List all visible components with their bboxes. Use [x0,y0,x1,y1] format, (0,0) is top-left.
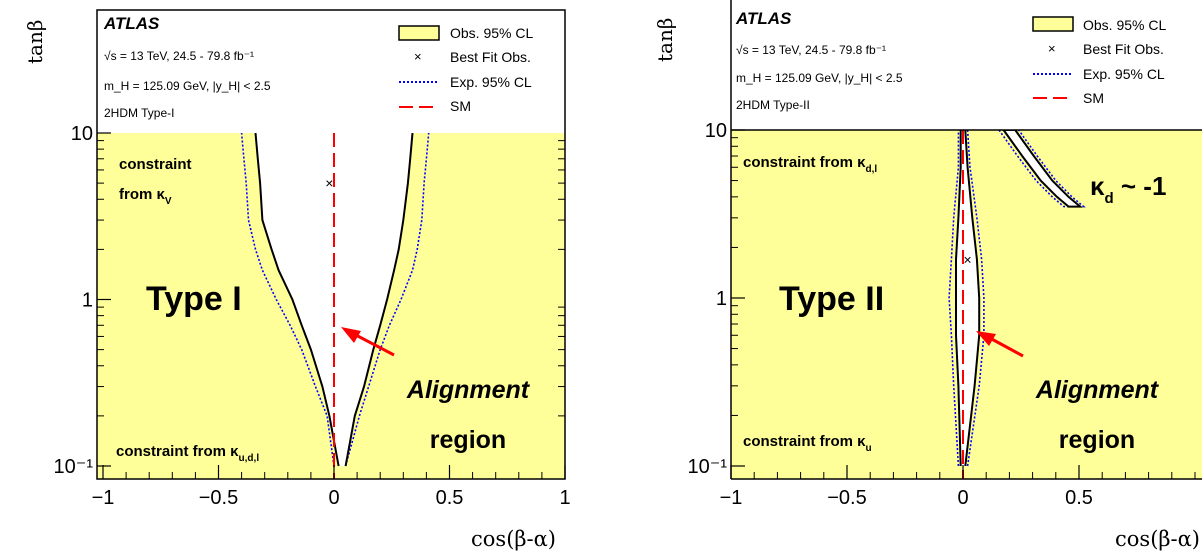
constraint-kv-line1: constraint [119,156,192,173]
x-tick-label: 0.5 [436,487,464,509]
alignment-label: Alignment [1035,376,1160,404]
info-box [731,0,1202,130]
chart-panel-type2: × −1 −0.5 0 0.5 10⁻¹ 1 10 ATLAS √s = 13 TeV, 2… [653,0,1202,551]
legend: Obs. 95% CL × Best Fit Obs. Exp. 95% CL … [398,25,533,114]
legend: Obs. 95% CL × Best Fit Obs. Exp. 95% CL … [1032,16,1166,106]
legend-sm-label: SM [1083,90,1104,106]
x-axis-label: cos(β-α) [1115,527,1200,551]
info-line-3: 2HDM Type-I [104,106,174,120]
constraint-kv-line2: from κV [119,186,172,207]
axis-ticks: −1 −0.5 0 0.5 10⁻¹ 1 10 [688,120,1196,509]
y-tick-label: 10⁻¹ [688,456,728,478]
type-label: Type II [779,280,884,318]
best-fit-point: × [325,175,333,191]
observed-contour-left [955,130,962,467]
wrong-sign-observed-band [1001,129,1083,208]
expected-contour-right [966,129,985,467]
atlas-label: ATLAS [735,9,792,28]
atlas-label: ATLAS [103,14,160,33]
axes-frame [96,9,566,480]
x-tick-label: 1 [559,487,570,509]
y-tick-label: 1 [716,288,727,310]
best-fit-point: × [964,251,972,267]
x-tick-label: 0.5 [1065,487,1093,509]
alignment-arrowhead [976,331,996,346]
wrong-sign-expected-contour [997,129,1086,208]
x-tick-label: −1 [92,487,115,509]
best-fit-marker: × [325,175,333,191]
legend-obs-label: Obs. 95% CL [450,25,533,41]
constraint-ku: constraint from κu [743,433,872,454]
allowed-region [956,130,980,466]
expected-contour-left [948,130,960,467]
info-line-3: 2HDM Type-II [736,98,810,112]
axis-ticks: −1 −0.5 0 0.5 1 10⁻¹ 1 10 [54,123,571,509]
legend-obs-swatch [1032,16,1074,32]
alignment-label: Alignment [406,376,531,404]
legend-exp-label: Exp. 95% CL [1083,66,1165,82]
x-tick-label: 0 [328,487,339,509]
legend-obs-label: Obs. 95% CL [1083,17,1166,33]
y-axis-label: tanβ [23,20,47,64]
legend-bestfit-label: Best Fit Obs. [1083,41,1164,57]
y-tick-label: 10⁻¹ [54,456,94,478]
type-label: Type I [146,280,242,318]
legend-obs-swatch [398,25,440,41]
info-line-1: √s = 13 TeV, 24.5 - 79.8 fb⁻¹ [104,49,254,63]
info-line-2: m_H = 125.09 GeV, |y_H| < 2.5 [104,79,271,93]
x-tick-label: −0.5 [199,487,238,509]
y-tick-label: 10 [71,123,93,145]
alignment-arrow [987,335,1024,358]
observed-contour-right [344,132,414,467]
expected-contour-left [240,132,335,467]
x-tick-label: −0.5 [827,487,866,509]
region-label: region [1059,426,1135,454]
expected-contour-right [344,132,430,467]
info-line-2: m_H = 125.09 GeV, |y_H| < 2.5 [736,71,903,85]
y-tick-label: 10 [705,120,727,142]
chart-panel-type1: × −1 −0.5 0 0.5 1 10⁻¹ 1 10 ATLAS √s = 13 TeV, … [23,9,571,551]
legend-bestfit-label: Best Fit Obs. [450,49,531,65]
observed-contour-right [964,129,981,467]
observed-contour-left [254,132,340,467]
legend-bestfit-marker: × [414,49,422,64]
constraint-kdl: constraint from κd,l [743,154,877,175]
alignment-arrow [351,331,395,357]
legend-bestfit-marker: × [1048,41,1056,56]
x-axis-label: cos(β-α) [471,527,556,551]
y-tick-label: 1 [82,290,93,312]
legend-sm-label: SM [450,98,471,114]
x-tick-label: 0 [957,487,968,509]
x-tick-label: −1 [720,487,743,509]
info-line-1: √s = 13 TeV, 24.5 - 79.8 fb⁻¹ [736,43,886,57]
best-fit-marker: × [964,251,972,267]
region-label: region [430,426,506,454]
alignment-arrowhead [341,327,361,343]
constraint-kudl: constraint from κu,d,l [116,443,259,464]
legend-exp-label: Exp. 95% CL [450,74,532,90]
y-axis-label: tanβ [653,18,677,62]
info-box [97,10,565,133]
